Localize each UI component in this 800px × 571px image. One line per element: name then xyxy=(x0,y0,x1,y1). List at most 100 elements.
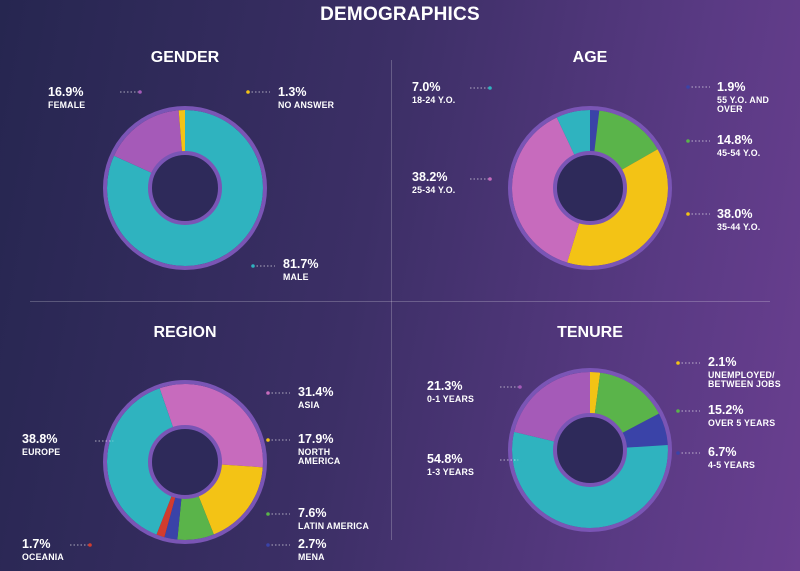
leader-dot xyxy=(113,439,117,443)
leader-dot xyxy=(676,361,680,365)
data-label-value: 2.1% xyxy=(708,355,737,369)
slice-25-34-y-o- xyxy=(512,117,580,263)
data-label-category: 0-1 YEARS xyxy=(427,393,475,404)
leader-dot xyxy=(266,438,270,442)
leader-dot xyxy=(488,86,492,90)
leader-dot xyxy=(676,409,680,413)
data-label-category: 1-3 YEARS xyxy=(427,466,475,477)
data-label-value: 1.9% xyxy=(717,80,746,94)
slice-unemployed-between-jobs xyxy=(590,372,601,415)
leader-dot xyxy=(686,212,690,216)
label-female: 16.9% FEMALE xyxy=(48,85,86,110)
slice-1-3-years xyxy=(512,431,668,529)
vertical-divider xyxy=(391,60,392,540)
label-europe: 38.8% EUROPE xyxy=(22,432,61,457)
data-label-category: OCEANIA xyxy=(22,551,64,562)
horizontal-divider xyxy=(30,301,770,302)
slice-europe xyxy=(107,388,174,535)
outer-ring xyxy=(103,380,267,544)
label-unemployed-between-jobs: 2.1% UNEMPLOYED/BETWEEN JOBS xyxy=(708,355,781,390)
leader-dot xyxy=(266,512,270,516)
data-label-value: 38.8% xyxy=(22,432,58,446)
donut-gender xyxy=(103,106,267,270)
panel-title-gender: GENDER xyxy=(150,49,220,66)
donut-tenure xyxy=(508,368,672,532)
data-label-category: ASIA xyxy=(298,399,320,410)
leader-dot xyxy=(266,543,270,547)
data-label-category: 4-5 YEARS xyxy=(708,459,756,470)
leader-dot xyxy=(686,85,690,89)
label-male: 81.7% MALE xyxy=(283,257,318,282)
label-45-54-y-o-: 14.8% 45-54 Y.O. xyxy=(717,133,761,158)
data-label-value: 54.8% xyxy=(427,452,463,466)
slice-north-america xyxy=(198,464,263,535)
leader-dot xyxy=(676,451,680,455)
inner-ring xyxy=(148,425,222,499)
leader-dot xyxy=(686,139,690,143)
data-label-value: 15.2% xyxy=(708,403,744,417)
data-label-category: 18-24 Y.O. xyxy=(412,94,456,105)
data-label-category: OVER 5 YEARS xyxy=(708,417,776,428)
slice-mena xyxy=(164,496,182,540)
slice-over-5-years xyxy=(594,372,660,434)
slice-55-y-o-and-over xyxy=(590,110,600,153)
outer-ring xyxy=(508,106,672,270)
slice-45-54-y-o- xyxy=(594,110,658,171)
slice-35-44-y-o- xyxy=(567,149,668,266)
data-label-value: 7.6% xyxy=(298,506,327,520)
slice-male xyxy=(107,110,264,266)
slice-latin-america xyxy=(177,495,214,540)
data-label-category: MENA xyxy=(298,551,325,562)
panel-title-region: REGION xyxy=(153,324,217,341)
data-label-value: 7.0% xyxy=(412,80,441,94)
data-label-category: 35-44 Y.O. xyxy=(717,221,761,232)
data-label-category: LATIN AMERICA xyxy=(298,520,370,531)
label-mena: 2.7% MENA xyxy=(298,537,327,562)
slice-oceania xyxy=(156,495,176,538)
leader-dot xyxy=(138,90,142,94)
data-label-category: NO ANSWER xyxy=(278,99,335,110)
data-label-value: 21.3% xyxy=(427,379,463,393)
leader-dot xyxy=(266,391,270,395)
data-label-value: 1.7% xyxy=(22,537,51,551)
data-label-value: 2.7% xyxy=(298,537,327,551)
data-label-value: 17.9% xyxy=(298,432,334,446)
slice-4-5-years xyxy=(621,413,668,448)
label-asia: 31.4% ASIA xyxy=(298,385,334,410)
data-label-category: MALE xyxy=(283,271,309,282)
inner-ring xyxy=(148,151,222,225)
panel-title-age: AGE xyxy=(572,49,608,66)
leader-dot xyxy=(88,543,92,547)
label-55-y-o-and-over: 1.9% 55 Y.O. AND OVER xyxy=(717,80,770,115)
slice-no-answer xyxy=(178,110,185,153)
slice-18-24-y-o- xyxy=(556,110,590,156)
outer-ring xyxy=(508,368,672,532)
data-label-category: FEMALE xyxy=(48,99,86,110)
leader-dot xyxy=(246,90,250,94)
label-18-24-y-o-: 7.0% 18-24 Y.O. xyxy=(412,80,456,105)
data-label-category: 45-54 Y.O. xyxy=(717,147,761,158)
label-35-44-y-o-: 38.0% 35-44 Y.O. xyxy=(717,207,761,232)
label-north-america: 17.9% NORTH AMERICA xyxy=(298,432,340,467)
data-label-value: 31.4% xyxy=(298,385,334,399)
label-oceania: 1.7% OCEANIA xyxy=(22,537,64,562)
leader-dot xyxy=(518,458,522,462)
donut-age xyxy=(508,106,672,270)
data-label-value: 16.9% xyxy=(48,85,84,99)
data-label-value: 1.3% xyxy=(278,85,307,99)
data-label-value: 38.2% xyxy=(412,170,448,184)
data-label-value: 6.7% xyxy=(708,445,737,459)
data-label-category: 55 Y.O. AND OVER xyxy=(717,94,770,115)
label-no-answer: 1.3% NO ANSWER xyxy=(278,85,335,110)
label-over-5-years: 15.2% OVER 5 YEARS xyxy=(708,403,776,428)
label-1-3-years: 54.8% 1-3 YEARS xyxy=(427,452,475,477)
label-latin-america: 7.6% LATIN AMERICA xyxy=(298,506,370,531)
label-0-1-years: 21.3% 0-1 YEARS xyxy=(427,379,475,404)
leader-dot xyxy=(518,385,522,389)
data-label-category: 25-34 Y.O. xyxy=(412,184,456,195)
label-25-34-y-o-: 38.2% 25-34 Y.O. xyxy=(412,170,456,195)
data-label-category: EUROPE xyxy=(22,446,61,457)
data-label-value: 14.8% xyxy=(717,133,753,147)
